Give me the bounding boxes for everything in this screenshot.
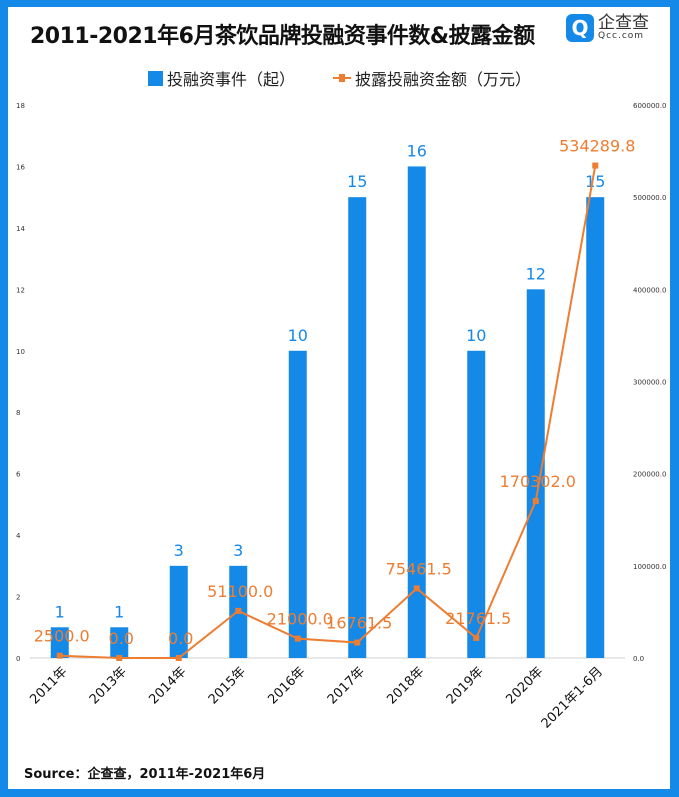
- qcc-logo-icon: Q: [566, 14, 594, 42]
- logo-en: Qcc.com: [598, 31, 645, 41]
- x-tick-label: 2021年1-6月: [539, 664, 606, 731]
- bar-data-label: 15: [585, 172, 605, 191]
- legend-line-label: 披露投融资金额（万元）: [355, 70, 532, 89]
- right-tick-label: 100000.0: [633, 563, 666, 571]
- left-tick-label: 16: [16, 163, 25, 171]
- left-tick-label: 18: [16, 102, 25, 110]
- line-point: [413, 585, 420, 592]
- right-tick-label: 400000.0: [633, 286, 666, 294]
- line-data-label: 21000.0: [267, 610, 333, 629]
- bar: [169, 565, 188, 658]
- right-tick-label: 200000.0: [633, 471, 666, 479]
- bar-data-label: 15: [347, 172, 367, 191]
- line-point: [592, 162, 599, 169]
- bar: [348, 197, 367, 658]
- x-tick-label: 2018年: [384, 664, 427, 707]
- x-tick-label: 2017年: [325, 664, 368, 707]
- x-tick-label: 2013年: [87, 664, 130, 707]
- x-tick-label: 2016年: [265, 664, 308, 707]
- bar-data-label: 16: [407, 141, 427, 160]
- bar-data-label: 10: [466, 326, 486, 345]
- right-tick-label: 0.0: [633, 655, 644, 663]
- bar: [407, 166, 426, 658]
- left-tick-label: 14: [16, 225, 25, 233]
- line-point: [175, 655, 182, 661]
- x-tick-label: 2011年: [27, 664, 70, 707]
- line-point: [116, 655, 123, 661]
- line-data-label: 21761.5: [445, 609, 511, 628]
- bar: [50, 627, 69, 658]
- line-point: [56, 652, 63, 659]
- line-data-label: 0.0: [109, 629, 134, 648]
- line-data-label: 51100.0: [207, 582, 273, 601]
- line-point: [235, 607, 242, 614]
- legend: 投融资事件（起） 披露投融资金额（万元）: [0, 66, 679, 90]
- right-tick-label: 600000.0: [633, 102, 666, 110]
- bar-data-label: 1: [114, 602, 124, 621]
- x-tick-label: 2020年: [503, 664, 546, 707]
- left-tick-label: 2: [16, 594, 20, 602]
- left-tick-label: 0: [16, 655, 20, 663]
- left-tick-label: 8: [16, 409, 20, 417]
- right-tick-label: 500000.0: [633, 194, 666, 202]
- x-tick-label: 2015年: [206, 664, 249, 707]
- bar-data-label: 1: [55, 602, 65, 621]
- line-data-label: 2500.0: [34, 627, 90, 646]
- left-tick-label: 4: [16, 532, 21, 540]
- bar: [586, 197, 605, 658]
- legend-bar: 投融资事件（起）: [147, 66, 295, 90]
- left-tick-label: 6: [16, 471, 21, 479]
- chart-title: 2011-2021年6月茶饮品牌投融资事件数&披露金额: [30, 24, 535, 49]
- legend-bar-label: 投融资事件（起）: [166, 70, 295, 89]
- bar: [110, 627, 129, 658]
- bar: [467, 350, 486, 658]
- bar-data-label: 3: [233, 541, 243, 560]
- line-data-label: 170302.0: [500, 472, 576, 491]
- line-data-label: 16761.5: [326, 614, 392, 633]
- line-series: [59, 165, 597, 659]
- bar-data-label: 10: [288, 326, 308, 345]
- source-note: Source：企查查，2011年-2021年6月: [24, 767, 266, 782]
- line-swatch-icon: [333, 74, 351, 82]
- qcc-logo: Q 企查查 Qcc.com: [566, 14, 649, 42]
- bar-data-label: 12: [526, 264, 546, 283]
- left-tick-label: 12: [16, 286, 25, 294]
- legend-line: 披露投融资金额（万元）: [333, 66, 531, 90]
- line-data-label: 75461.5: [386, 559, 452, 578]
- bar: [526, 289, 545, 658]
- x-tick-label: 2014年: [146, 664, 189, 707]
- bar-data-label: 3: [174, 541, 184, 560]
- line-point: [354, 639, 361, 646]
- line-data-label: 0.0: [168, 629, 193, 648]
- line-point: [532, 498, 539, 505]
- line-point: [294, 635, 301, 642]
- line-point: [473, 634, 480, 641]
- right-tick-label: 300000.0: [633, 379, 666, 387]
- bar-swatch-icon: [147, 70, 163, 86]
- left-tick-label: 10: [16, 348, 25, 356]
- logo-cn: 企查查: [598, 13, 649, 33]
- line-data-label: 534289.8: [559, 137, 635, 156]
- bar: [288, 350, 307, 658]
- x-tick-label: 2019年: [444, 664, 487, 707]
